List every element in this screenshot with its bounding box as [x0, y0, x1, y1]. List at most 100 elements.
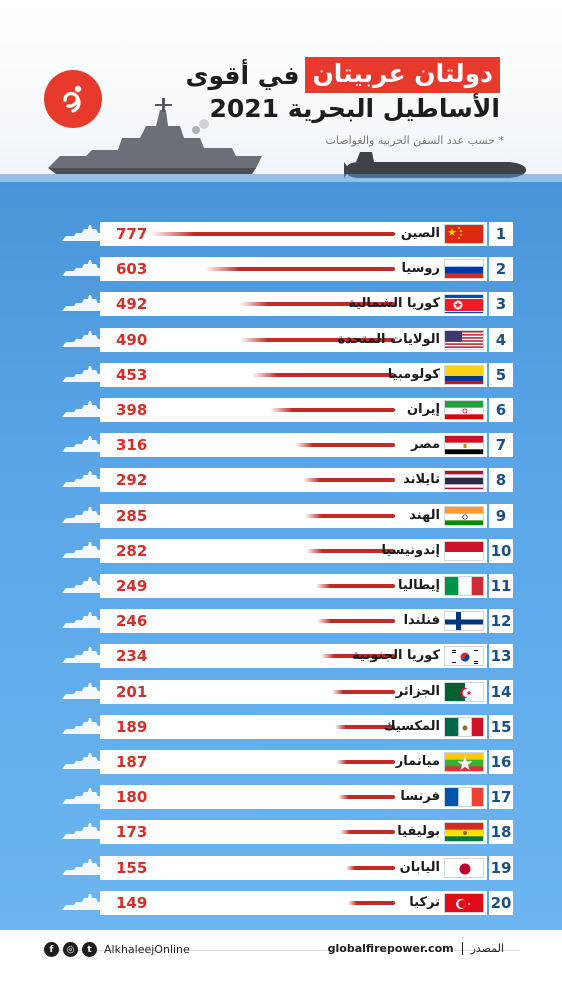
category-label: الهند [409, 507, 440, 523]
twitter-icon[interactable]: t [82, 942, 97, 957]
bar [252, 372, 395, 377]
rank-label: 3 [487, 292, 513, 317]
ship-icon [62, 752, 120, 776]
category-label: ميانمار [395, 754, 440, 769]
footer-divider [40, 950, 520, 951]
data-label: 282 [116, 541, 148, 560]
table-row: 777 الصين 1 [0, 222, 562, 246]
rank-label: 1 [487, 222, 513, 246]
ship-icon [62, 682, 120, 706]
table-row: 316 مصر 7 [0, 433, 562, 458]
japan-flag-icon [444, 857, 484, 878]
row-band [100, 468, 500, 493]
bar [336, 760, 395, 764]
header: دولتان عربيتان في أقوى الأساطيل البحرية … [0, 0, 562, 185]
bar [317, 619, 395, 624]
title-line-1: دولتان عربيتان في أقوى [185, 57, 500, 93]
category-label: بوليفيا [397, 824, 440, 840]
russia-flag-icon [444, 259, 484, 280]
ship-icon [62, 400, 120, 424]
category-label: الصين [400, 226, 440, 241]
table-row: 173 بوليفيا 18 [0, 820, 562, 846]
table-row: 189 المكسيك 15 [0, 714, 562, 739]
row-band [100, 714, 500, 739]
social-links: f ◎ t AlkhaleejOnline [44, 942, 190, 957]
ship-icon [62, 893, 120, 917]
ship-icon [62, 365, 120, 389]
bar [348, 900, 395, 905]
category-label: كوريا الشمالية [348, 296, 440, 312]
bar [338, 795, 395, 800]
finland-flag-icon [444, 611, 484, 632]
table-row: 285 الهند 9 [0, 503, 562, 528]
title-line-2: الأساطيل البحرية 2021 [209, 94, 500, 123]
data-label: 453 [116, 365, 148, 384]
rank-label: 20 [487, 890, 513, 915]
row-band [100, 820, 500, 845]
row-band [100, 855, 500, 880]
ship-icon [62, 822, 120, 846]
category-label: مصر [411, 437, 440, 453]
ship-icon [62, 787, 120, 811]
title-rest: في أقوى [185, 60, 300, 90]
category-label: تركيا [409, 894, 440, 910]
source-separator [461, 942, 463, 955]
category-label: إيران [407, 402, 440, 417]
rank-label: 16 [487, 750, 513, 774]
table-row: 249 إيطاليا 11 [0, 574, 562, 598]
table-row: 282 إندونيسيا 10 [0, 538, 562, 563]
facebook-icon[interactable]: f [44, 942, 59, 957]
instagram-icon[interactable]: ◎ [63, 942, 78, 957]
data-label: 149 [116, 893, 148, 912]
colombia-flag-icon [444, 364, 484, 385]
data-label: 187 [116, 753, 148, 771]
bar [316, 584, 395, 588]
table-row: 292 تايلاند 8 [0, 468, 562, 493]
table-row: 201 الجزائر 14 [0, 679, 562, 706]
data-label: 777 [116, 225, 148, 243]
myanmar-flag-icon [444, 752, 484, 772]
category-label: روسيا [401, 261, 440, 277]
table-row: 453 كولومبيا 5 [0, 362, 562, 389]
rank-label: 2 [487, 257, 513, 282]
table-row: 155 اليابان 19 [0, 855, 562, 882]
category-label: الولايات المتحدة [337, 331, 440, 347]
data-label: 155 [116, 858, 148, 877]
thailand-flag-icon [444, 470, 484, 491]
destroyer-icon [48, 98, 262, 174]
table-row: 246 فنلندا 12 [0, 609, 562, 634]
bar [305, 513, 395, 518]
data-label: 173 [116, 823, 148, 842]
data-label: 316 [116, 436, 148, 455]
bar [269, 408, 395, 412]
category-label: فنلندا [403, 613, 440, 629]
bar [302, 478, 395, 483]
bar [346, 865, 395, 870]
data-label: 249 [116, 577, 148, 595]
egypt-flag-icon [444, 435, 484, 456]
bar [204, 267, 395, 272]
bar [150, 232, 395, 236]
table-row: 234 كوريا الجنوبية 13 [0, 644, 562, 669]
rank-label: 15 [487, 714, 513, 739]
warships-illustration [0, 98, 562, 185]
subtitle: * حسب عدد السفن الحربية والغواصات [325, 134, 504, 147]
ship-icon [62, 294, 120, 318]
bar [340, 830, 395, 835]
south-korea-flag-icon [444, 646, 484, 667]
rank-label: 5 [487, 362, 513, 387]
mexico-flag-icon [444, 716, 484, 737]
china-flag-icon [444, 224, 484, 244]
table-row: 398 إيران 6 [0, 398, 562, 422]
ship-icon [62, 858, 120, 882]
row-band [100, 785, 500, 810]
indonesia-flag-icon [444, 540, 484, 561]
rank-label: 13 [487, 644, 513, 669]
india-flag-icon [444, 505, 484, 526]
source-value: globalfirepower.com [327, 942, 454, 955]
category-label: تايلاند [403, 472, 440, 488]
table-row: 490 الولايات المتحدة 4 [0, 327, 562, 352]
bar [321, 654, 395, 659]
